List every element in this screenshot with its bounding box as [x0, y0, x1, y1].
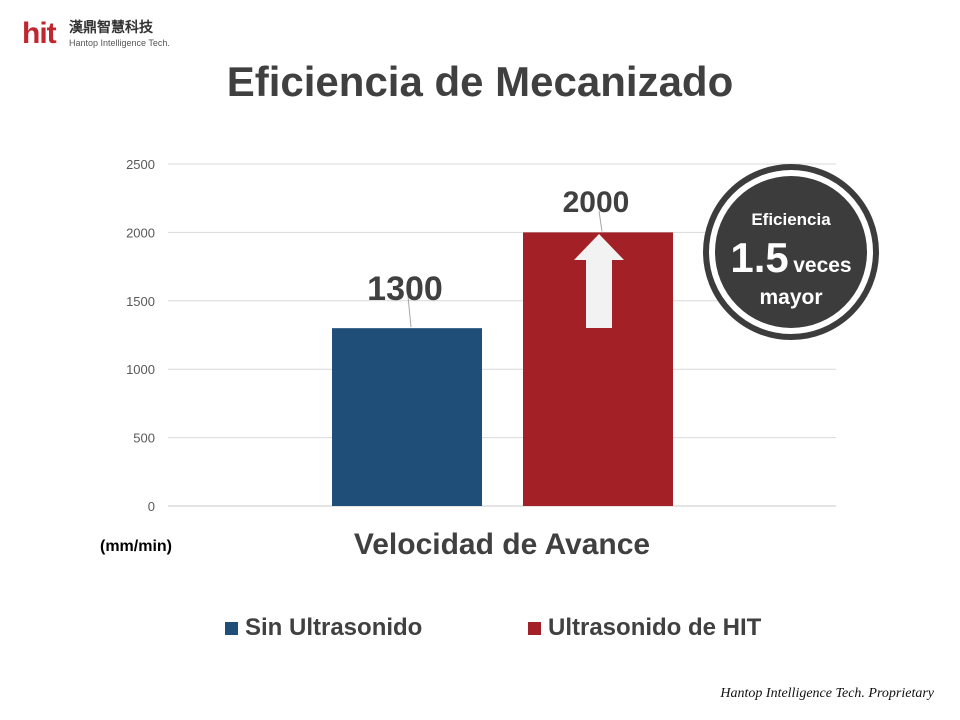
up-arrow-icon: [574, 234, 624, 328]
data-label: 2000: [563, 186, 630, 219]
y-tick-label: 2000: [126, 225, 155, 240]
logo-mark: hit: [22, 17, 57, 50]
footer-proprietary: Hantop Intelligence Tech. Proprietary: [720, 686, 934, 701]
legend-swatch-blue: [225, 621, 238, 635]
badge-line-1: Eficiencia: [751, 210, 831, 229]
legend-item-ultrasonido-hit: Ultrasonido de HIT: [528, 614, 761, 642]
legend-label: Sin Ultrasonido: [245, 614, 423, 641]
badge-inner-circle: Eficiencia 1.5 veces mayor: [715, 176, 867, 328]
y-tick-label: 2500: [126, 157, 155, 172]
legend-item-sin-ultrasonido: Sin Ultrasonido: [225, 614, 422, 642]
y-tick-label: 1000: [126, 362, 155, 377]
x-axis-title: Velocidad de Avance: [353, 528, 651, 561]
legend-swatch-red: [528, 621, 541, 635]
legend: Sin Ultrasonido Ultrasonido de HIT: [0, 614, 960, 644]
logo: hit 漢鼎智慧科技 Hantop Intelligence Tech.: [22, 18, 172, 52]
data-label-leader: [407, 295, 412, 328]
y-axis-unit: (mm/min): [100, 538, 172, 555]
page-title: Eficiencia de Mecanizado: [226, 58, 734, 105]
logo-chinese-name: 漢鼎智慧科技: [69, 20, 153, 36]
y-tick-label: 1500: [126, 294, 155, 309]
y-tick-label: 500: [133, 431, 155, 446]
efficiency-badge: Eficiencia 1.5 veces mayor: [703, 164, 879, 340]
data-label: 1300: [367, 270, 443, 308]
bar-sin-ultrasonido: [332, 328, 482, 506]
badge-line-3: mayor: [759, 286, 823, 309]
badge-veces: veces: [793, 254, 852, 277]
logo-english-name: Hantop Intelligence Tech.: [69, 38, 170, 48]
badge-multiplier: 1.5: [730, 234, 789, 281]
y-axis-ticks: 0 500 1000 1500 2000 2500: [126, 157, 155, 514]
badge-line-2: 1.5 veces: [715, 234, 867, 282]
data-label-leader: [598, 210, 603, 232]
legend-label: Ultrasonido de HIT: [548, 614, 762, 641]
y-tick-label: 0: [148, 499, 155, 514]
data-labels: 1300 2000: [367, 186, 630, 328]
